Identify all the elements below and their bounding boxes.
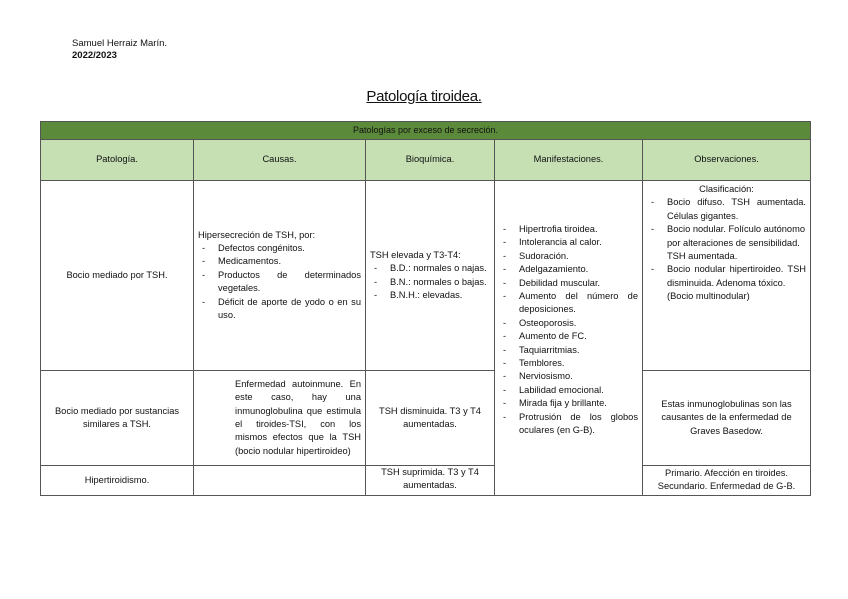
author-name: Samuel Herraiz Marín. <box>72 38 168 49</box>
cell-bioquimica: TSH elevada y T3-T4: B.D.: normales o na… <box>365 180 495 371</box>
observaciones-note: (Bocio multinodular) <box>667 291 750 302</box>
list-item: Osteoporosis. <box>499 317 638 331</box>
author-block: Samuel Herraiz Marín. 2022/2023 <box>72 38 167 62</box>
bioquimica-list: B.D.: normales o najas. B.N.: normales o… <box>370 262 490 303</box>
list-item: B.N.H.: elevadas. <box>370 289 490 303</box>
table-row: Bocio mediado por TSH. Hipersecreción de… <box>40 180 811 496</box>
list-item: Sudoración. <box>499 250 638 264</box>
manifestaciones-list: Hipertrofia tiroidea. Intolerancia al ca… <box>499 223 638 438</box>
header-patologia: Patología. <box>40 139 194 181</box>
cell-observaciones: Primario. Afección en tiroides. Secundar… <box>642 465 811 496</box>
page-title: Patología tiroidea. <box>366 88 482 105</box>
header-observaciones: Observaciones. <box>642 139 811 181</box>
list-item: Bocio difuso. TSH aumentada. Células gig… <box>647 196 806 223</box>
list-item: B.D.: normales o najas. <box>370 262 490 276</box>
cell-observaciones: Estas inmunoglobulinas son las causantes… <box>642 370 811 466</box>
list-item: Mirada fija y brillante. <box>499 397 638 411</box>
cell-bioquimica: TSH suprimida. T3 y T4 aumentadas. <box>365 465 495 496</box>
list-item: Aumento del número de deposiciones. <box>499 290 638 317</box>
cell-causas: Enfermedad autoinmune. En este caso, hay… <box>193 370 366 466</box>
list-item: Defectos congénitos. <box>198 242 361 256</box>
list-item: Intolerancia al calor. <box>499 236 638 250</box>
cell-observaciones: Clasificación: Bocio difuso. TSH aumenta… <box>642 180 811 371</box>
list-item: Hipertrofia tiroidea. <box>499 223 638 237</box>
list-item: Productos de determinados vegetales. <box>198 269 361 296</box>
list-item: Bocio nodular hipertiroideo. TSH disminu… <box>647 263 806 290</box>
list-item: Temblores. <box>499 357 638 371</box>
cell-manifestaciones: Hipertrofia tiroidea. Intolerancia al ca… <box>494 180 643 496</box>
header-manifestaciones: Manifestaciones. <box>494 139 643 181</box>
observaciones-list: Bocio difuso. TSH aumentada. Células gig… <box>647 196 806 290</box>
list-item: Bocio nodular. Folículo autónomo por alt… <box>647 223 806 263</box>
list-item: Protrusión de los globos oculares (en G-… <box>499 411 638 438</box>
cell-patologia: Bocio mediado por TSH. <box>40 180 194 371</box>
list-item: Déficit de aporte de yodo o en su uso. <box>198 296 361 323</box>
observaciones-intro: Clasificación: <box>699 184 754 194</box>
table-row: Hipertiroidismo. TSH suprimida. T3 y T4 … <box>40 465 811 496</box>
pathology-table: Patologías por exceso de secreción. Pato… <box>40 121 811 496</box>
cell-patologia: Bocio mediado por sustancias similares a… <box>40 370 194 466</box>
list-item: Debilidad muscular. <box>499 277 638 291</box>
cell-bioquimica: TSH disminuida. T3 y T4 aumentadas. <box>365 370 495 466</box>
table-row: Bocio mediado por sustancias similares a… <box>40 370 811 466</box>
cell-causas <box>193 465 366 496</box>
list-item: Nerviosismo. <box>499 370 638 384</box>
list-item: Aumento de FC. <box>499 330 638 344</box>
header-causas: Causas. <box>193 139 366 181</box>
list-item: B.N.: normales o bajas. <box>370 276 490 290</box>
list-item: Taquiarritmias. <box>499 344 638 358</box>
list-item: Medicamentos. <box>198 255 361 269</box>
cell-patologia: Hipertiroidismo. <box>40 465 194 496</box>
table-banner: Patologías por exceso de secreción. <box>40 121 811 140</box>
bioquimica-intro: TSH elevada y T3-T4: <box>370 249 461 260</box>
causas-intro: Hipersecreción de TSH, por: <box>198 229 316 240</box>
list-item: Adelgazamiento. <box>499 263 638 277</box>
academic-year: 2022/2023 <box>72 50 117 61</box>
list-item: Labilidad emocional. <box>499 384 638 398</box>
causas-list: Defectos congénitos. Medicamentos. Produ… <box>198 242 361 322</box>
cell-causas: Hipersecreción de TSH, por: Defectos con… <box>193 180 366 371</box>
header-bioquimica: Bioquímica. <box>365 139 495 181</box>
